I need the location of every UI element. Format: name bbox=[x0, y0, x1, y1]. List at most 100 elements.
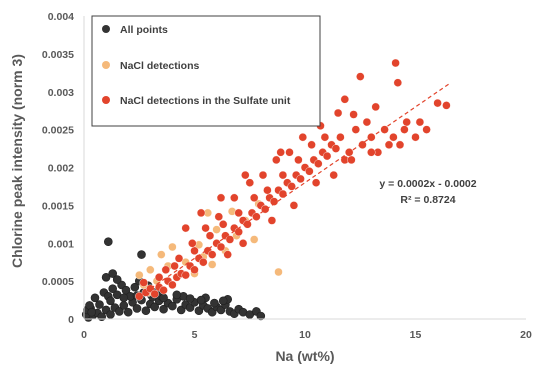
data-point-series-1 bbox=[157, 250, 166, 259]
data-point-series-0 bbox=[106, 310, 115, 319]
data-point-series-0 bbox=[218, 296, 228, 306]
data-point-series-2 bbox=[433, 98, 442, 108]
data-point-series-0 bbox=[159, 293, 168, 303]
x-tick-label: 15 bbox=[410, 329, 422, 341]
data-point-series-2 bbox=[422, 125, 431, 134]
legend-marker-nacl-sulfate bbox=[102, 96, 110, 104]
data-point-series-2 bbox=[380, 125, 389, 134]
data-point-series-2 bbox=[150, 289, 159, 299]
data-point-series-2 bbox=[351, 125, 360, 134]
legend-label-nacl-sulfate: NaCl detections in the Sulfate unit bbox=[120, 95, 291, 107]
data-point-series-2 bbox=[234, 208, 243, 218]
data-point-series-1 bbox=[274, 267, 283, 277]
y-tick-label: 0.002 bbox=[48, 163, 74, 175]
data-point-series-0 bbox=[256, 311, 266, 321]
data-point-series-0 bbox=[95, 300, 104, 309]
data-point-series-0 bbox=[132, 304, 142, 313]
data-point-series-0 bbox=[108, 284, 117, 294]
data-point-series-2 bbox=[205, 231, 215, 240]
data-point-series-1 bbox=[212, 225, 221, 234]
data-point-series-0 bbox=[119, 293, 129, 303]
data-point-series-2 bbox=[367, 148, 376, 157]
data-point-series-2 bbox=[384, 140, 394, 150]
data-point-series-2 bbox=[415, 117, 425, 127]
data-point-series-2 bbox=[347, 155, 356, 165]
data-point-series-2 bbox=[402, 117, 411, 127]
data-point-series-2 bbox=[278, 189, 288, 199]
legend-box bbox=[91, 15, 321, 127]
data-point-series-2 bbox=[311, 178, 321, 187]
data-point-series-2 bbox=[159, 286, 168, 295]
data-point-series-2 bbox=[391, 58, 400, 68]
data-point-series-2 bbox=[241, 170, 250, 180]
data-point-series-0 bbox=[210, 298, 219, 308]
x-axis-ticks: 0 5 10 15 20 bbox=[81, 329, 532, 341]
data-point-series-2 bbox=[329, 170, 338, 180]
data-point-series-1 bbox=[168, 242, 177, 252]
data-point-series-0 bbox=[150, 302, 159, 312]
data-point-series-0 bbox=[168, 301, 177, 311]
data-point-series-0 bbox=[90, 293, 100, 303]
data-point-series-2 bbox=[258, 170, 268, 180]
y-axis-ticks: 0 0.0005 0.001 0.0015 0.002 0.0025 0.003 0.0035… bbox=[42, 11, 74, 326]
x-tick-label: 0 bbox=[81, 329, 87, 341]
data-point-series-2 bbox=[349, 110, 358, 119]
data-point-series-2 bbox=[181, 223, 190, 233]
data-point-series-2 bbox=[201, 223, 210, 233]
data-point-series-0 bbox=[172, 290, 182, 300]
data-point-series-1 bbox=[135, 270, 144, 280]
data-point-series-2 bbox=[174, 254, 184, 263]
data-point-series-0 bbox=[185, 294, 195, 303]
data-point-series-2 bbox=[278, 170, 288, 180]
data-point-series-2 bbox=[154, 273, 164, 282]
data-point-series-2 bbox=[272, 155, 281, 165]
data-point-series-2 bbox=[371, 102, 380, 112]
data-point-series-2 bbox=[267, 216, 277, 225]
data-point-series-2 bbox=[245, 178, 255, 187]
data-point-series-2 bbox=[216, 193, 226, 203]
y-tick-label: 0 bbox=[68, 314, 74, 326]
data-point-series-2 bbox=[400, 125, 409, 134]
data-point-series-2 bbox=[395, 140, 405, 150]
data-point-series-2 bbox=[294, 155, 303, 165]
data-point-series-0 bbox=[104, 237, 113, 246]
data-point-series-2 bbox=[199, 258, 208, 267]
data-point-series-1 bbox=[207, 260, 217, 269]
x-tick-label: 20 bbox=[520, 329, 532, 341]
data-point-series-0 bbox=[137, 250, 146, 259]
data-point-series-2 bbox=[168, 280, 177, 290]
y-tick-label: 0.003 bbox=[48, 87, 74, 99]
data-point-series-2 bbox=[358, 140, 367, 150]
data-point-series-2 bbox=[252, 212, 261, 221]
data-point-series-2 bbox=[225, 235, 235, 244]
y-tick-label: 0.0015 bbox=[42, 200, 74, 212]
data-point-series-2 bbox=[230, 193, 239, 203]
data-point-series-2 bbox=[331, 144, 341, 153]
data-point-series-2 bbox=[170, 261, 179, 271]
data-point-series-2 bbox=[305, 167, 314, 176]
data-point-series-2 bbox=[393, 78, 402, 87]
data-point-series-2 bbox=[362, 117, 372, 127]
data-point-series-0 bbox=[130, 282, 140, 292]
data-point-series-2 bbox=[314, 159, 323, 168]
data-point-series-2 bbox=[223, 250, 232, 259]
trendline-r-squared: R² = 0.8724 bbox=[400, 194, 455, 206]
data-point-series-2 bbox=[216, 242, 226, 252]
data-point-series-2 bbox=[234, 227, 243, 237]
y-tick-label: 0.004 bbox=[48, 11, 74, 23]
data-point-series-0 bbox=[115, 307, 124, 316]
legend-marker-all-points bbox=[102, 25, 110, 33]
data-point-series-2 bbox=[307, 140, 316, 150]
data-point-series-0 bbox=[123, 307, 133, 317]
data-point-series-2 bbox=[336, 132, 345, 142]
data-point-series-2 bbox=[218, 220, 228, 229]
data-point-series-2 bbox=[276, 148, 285, 157]
data-point-series-2 bbox=[320, 132, 330, 142]
data-point-series-0 bbox=[108, 269, 117, 278]
data-point-series-2 bbox=[181, 270, 190, 280]
legend-label-nacl-detections: NaCl detections bbox=[120, 60, 200, 72]
data-point-series-2 bbox=[411, 132, 420, 142]
data-point-series-0 bbox=[106, 296, 115, 306]
legend: All points NaCl detections NaCl detectio… bbox=[91, 15, 321, 127]
